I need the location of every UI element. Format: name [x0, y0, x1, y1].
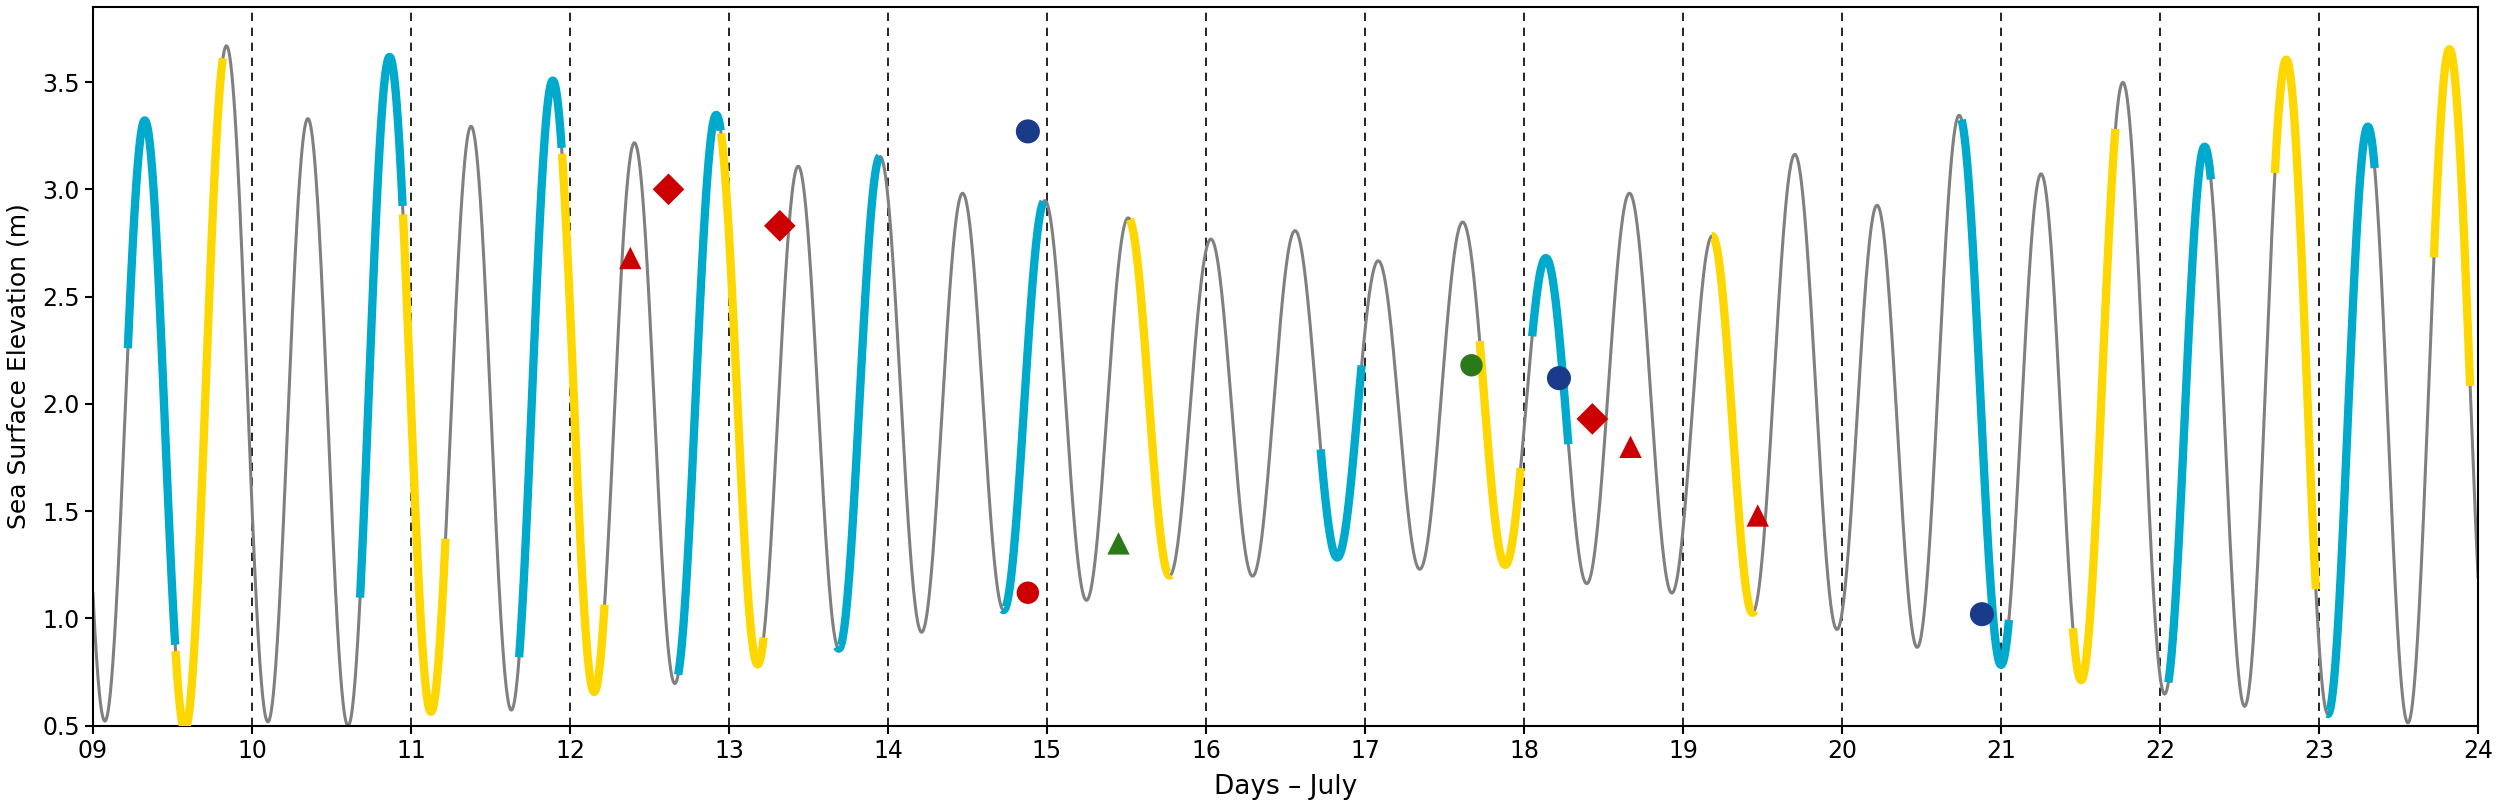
Point — [1610, 441, 1650, 454]
Point — [1962, 608, 2002, 621]
X-axis label: Days – July: Days – July — [1215, 774, 1358, 800]
Point — [610, 252, 650, 265]
Point — [1008, 125, 1048, 138]
Y-axis label: Sea Surface Elevation (m): Sea Surface Elevation (m) — [8, 203, 30, 529]
Point — [1008, 586, 1048, 599]
Point — [1737, 509, 1777, 522]
Point — [760, 220, 800, 232]
Point — [1540, 372, 1580, 385]
Point — [648, 183, 688, 196]
Point — [1098, 537, 1138, 550]
Point — [1572, 412, 1612, 425]
Point — [1452, 359, 1492, 372]
